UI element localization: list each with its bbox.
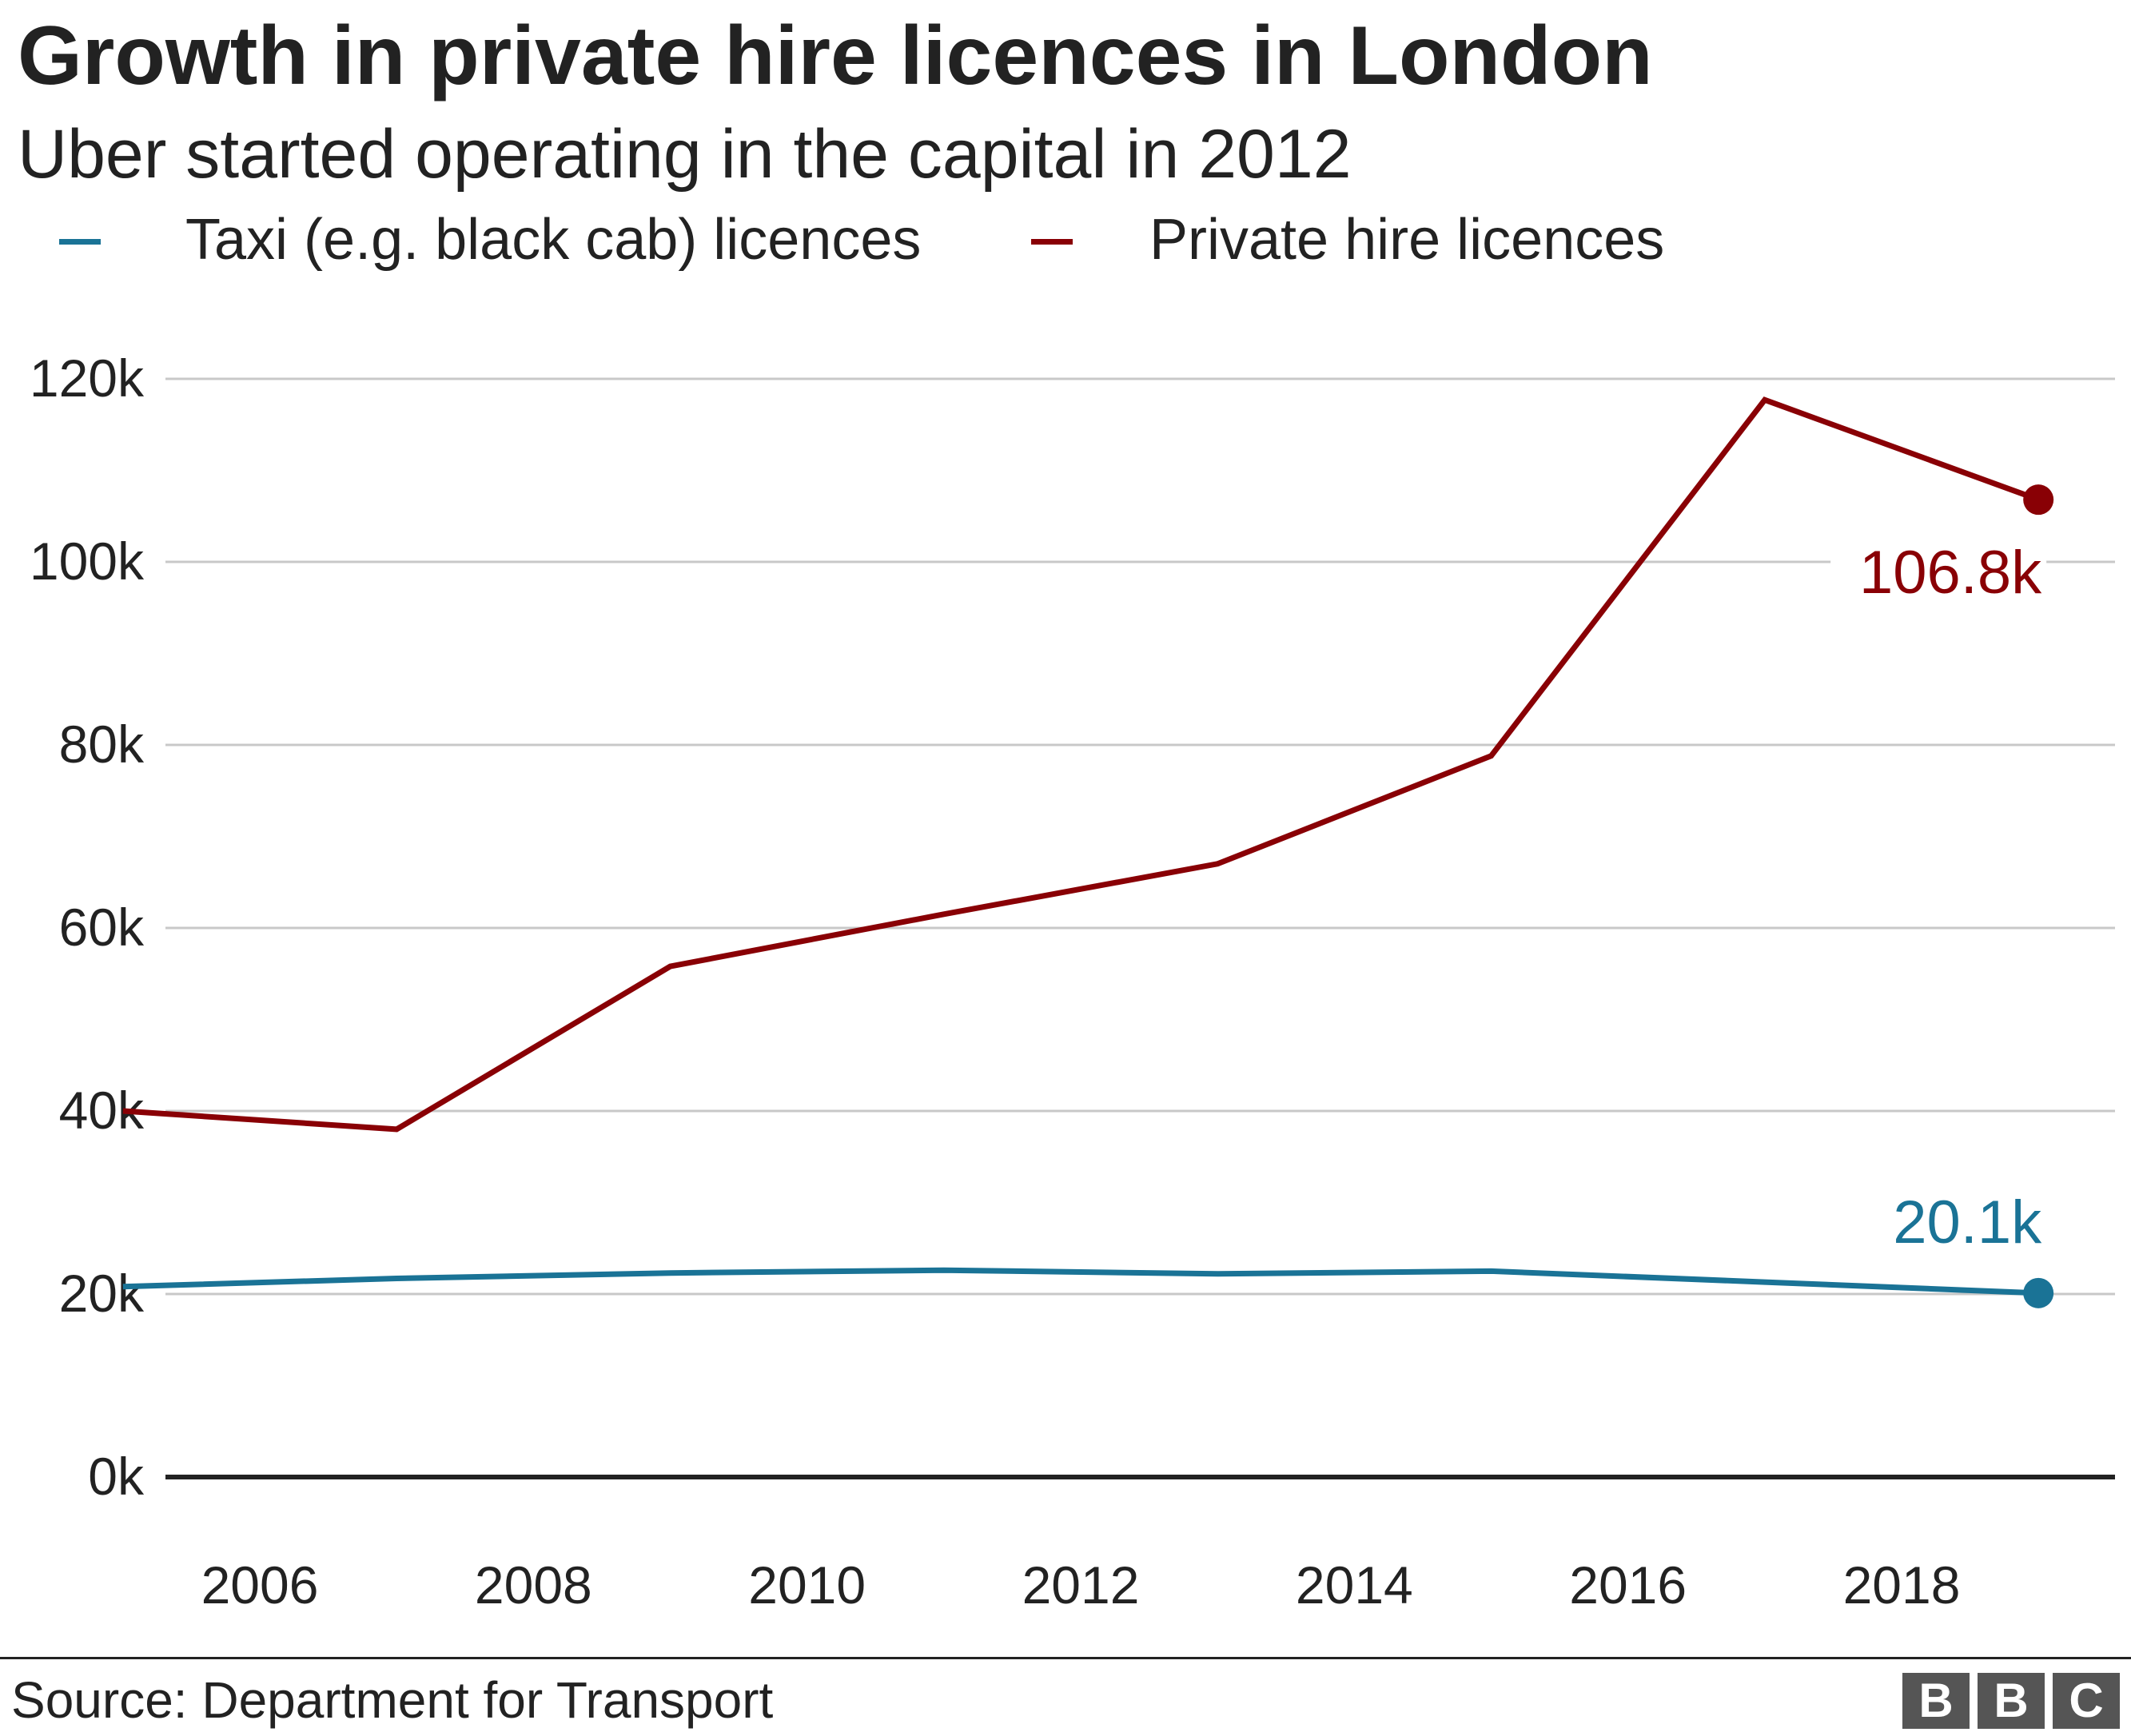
logo-letter: B: [1902, 1673, 1970, 1729]
y-tick-label: 0k: [88, 1447, 145, 1506]
series-line-taxi: [122, 1267, 2039, 1296]
end-point-private-hire: [2023, 484, 2054, 516]
legend-swatch-taxi: [59, 239, 101, 245]
legend-label-private-hire: Private hire licences: [1149, 208, 1665, 272]
chart-legend: Taxi (e.g. black cab) licences Private h…: [0, 200, 2131, 280]
footer-divider: [0, 1657, 2131, 1659]
y-tick-label: 100k: [30, 532, 145, 591]
chart-title: Growth in private hire licences in Londo…: [18, 10, 1653, 102]
legend-label-taxi: Taxi (e.g. black cab) licences: [185, 208, 922, 272]
y-tick-label: 120k: [30, 348, 145, 408]
x-tick-label: 2008: [475, 1555, 592, 1615]
end-label-taxi: 20.1k: [1893, 1189, 2042, 1256]
x-tick-label: 2006: [201, 1555, 319, 1615]
end-label-backing: [1830, 540, 2047, 607]
legend-swatch-private-hire: [1031, 239, 1073, 245]
y-tick-label: 80k: [59, 715, 145, 774]
chart-subtitle: Uber started operating in the capital in…: [18, 116, 1352, 193]
end-label-private-hire: 106.8k: [1859, 539, 2042, 607]
x-tick-label: 2012: [1022, 1555, 1140, 1615]
series-line-private-hire: [122, 396, 2040, 1133]
bbc-logo: B B C: [1902, 1673, 2120, 1729]
x-tick-label: 2018: [1843, 1555, 1961, 1615]
logo-letter: B: [1978, 1673, 2045, 1729]
x-tick-label: 2010: [748, 1555, 866, 1615]
x-tick-label: 2014: [1296, 1555, 1413, 1615]
end-point-taxi: [2023, 1277, 2054, 1308]
y-tick-label: 20k: [59, 1264, 145, 1323]
logo-letter: C: [2053, 1673, 2120, 1729]
source-note: Source: Department for Transport: [11, 1671, 774, 1729]
x-tick-label: 2016: [1569, 1555, 1687, 1615]
y-tick-label: 60k: [59, 898, 145, 957]
